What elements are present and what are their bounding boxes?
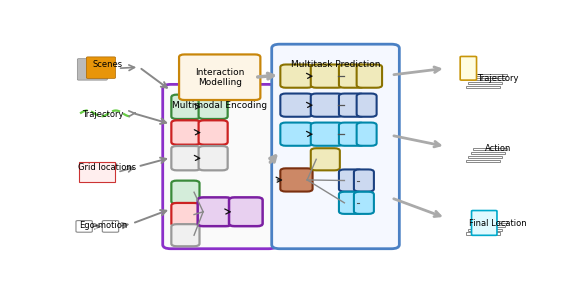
FancyBboxPatch shape: [472, 211, 497, 235]
FancyBboxPatch shape: [171, 146, 200, 170]
FancyBboxPatch shape: [199, 146, 227, 170]
Text: Final Location: Final Location: [469, 219, 527, 228]
FancyBboxPatch shape: [311, 64, 343, 88]
Text: Trajectory: Trajectory: [82, 110, 124, 119]
Bar: [473, 74, 507, 77]
FancyBboxPatch shape: [311, 94, 343, 117]
FancyBboxPatch shape: [339, 169, 363, 192]
FancyBboxPatch shape: [339, 123, 364, 146]
FancyBboxPatch shape: [171, 203, 199, 226]
FancyBboxPatch shape: [229, 197, 263, 226]
Bar: [79, 162, 115, 182]
Text: Interaction
Modelling: Interaction Modelling: [195, 68, 244, 87]
FancyBboxPatch shape: [357, 123, 377, 146]
FancyBboxPatch shape: [103, 221, 118, 232]
FancyBboxPatch shape: [171, 95, 200, 119]
FancyBboxPatch shape: [171, 181, 199, 204]
FancyBboxPatch shape: [197, 197, 231, 226]
Bar: [468, 82, 502, 84]
Text: Scenes: Scenes: [92, 60, 122, 69]
Bar: [466, 160, 500, 162]
Text: Grid locations: Grid locations: [79, 163, 137, 172]
FancyBboxPatch shape: [357, 64, 382, 88]
Text: Multitask Prediction: Multitask Prediction: [291, 61, 380, 70]
FancyBboxPatch shape: [280, 168, 312, 192]
FancyBboxPatch shape: [163, 84, 277, 249]
Text: Ego-motion: Ego-motion: [79, 221, 127, 230]
FancyBboxPatch shape: [311, 123, 343, 146]
FancyBboxPatch shape: [171, 120, 200, 145]
Text: Trajectory: Trajectory: [477, 74, 519, 83]
FancyBboxPatch shape: [339, 192, 363, 214]
FancyBboxPatch shape: [339, 64, 364, 88]
FancyBboxPatch shape: [354, 192, 374, 214]
Text: Action: Action: [485, 144, 511, 153]
Bar: [473, 148, 507, 150]
Bar: [468, 156, 502, 158]
FancyBboxPatch shape: [179, 55, 260, 100]
FancyBboxPatch shape: [354, 169, 374, 192]
FancyBboxPatch shape: [280, 94, 312, 117]
FancyBboxPatch shape: [339, 94, 364, 117]
Bar: [466, 233, 500, 235]
FancyBboxPatch shape: [280, 123, 312, 146]
Bar: [471, 78, 505, 80]
Bar: [466, 86, 500, 88]
FancyBboxPatch shape: [357, 94, 377, 117]
Bar: [471, 224, 505, 227]
FancyBboxPatch shape: [76, 221, 93, 232]
FancyBboxPatch shape: [199, 95, 227, 119]
FancyBboxPatch shape: [199, 120, 227, 145]
FancyBboxPatch shape: [280, 64, 312, 88]
Bar: [471, 152, 505, 154]
FancyBboxPatch shape: [77, 59, 107, 80]
Text: Multimodal Encoding: Multimodal Encoding: [172, 101, 267, 110]
Bar: [473, 221, 507, 223]
FancyBboxPatch shape: [460, 57, 476, 80]
FancyBboxPatch shape: [86, 57, 115, 78]
Bar: [468, 229, 502, 231]
FancyBboxPatch shape: [311, 148, 340, 170]
FancyBboxPatch shape: [171, 224, 199, 246]
FancyBboxPatch shape: [272, 44, 399, 249]
